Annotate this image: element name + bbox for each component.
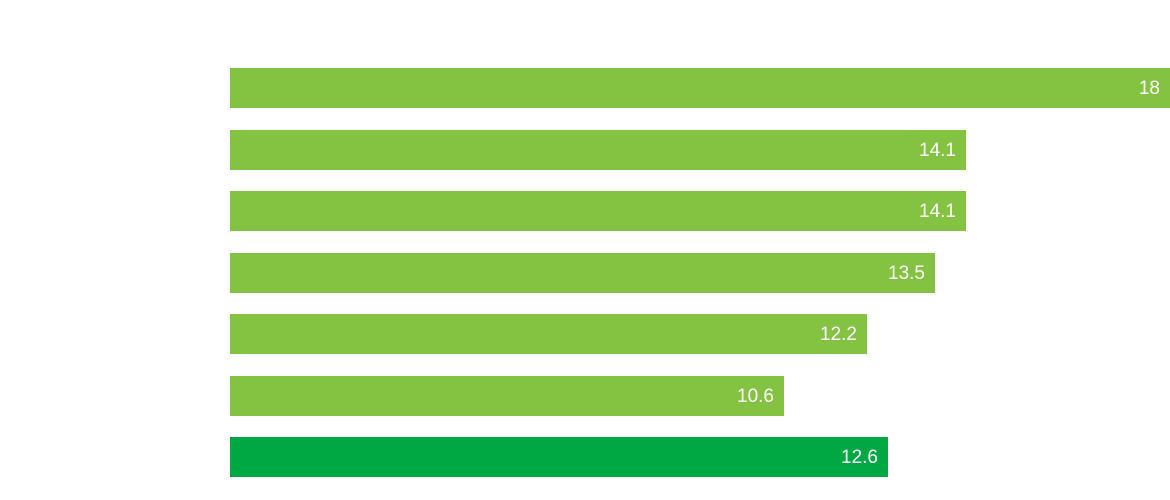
bar-value-label: 18	[1138, 77, 1160, 99]
bar-value-label: 13.5	[888, 262, 925, 284]
bar: 14.1	[230, 130, 966, 170]
bar: 10.6	[230, 376, 784, 416]
bar: 13.5	[230, 253, 935, 293]
bar: 12.2	[230, 314, 867, 354]
bar-value-label: 14.1	[919, 200, 956, 222]
bar-value-label: 12.6	[841, 446, 878, 468]
bar-value-label: 14.1	[919, 139, 956, 161]
bar: 14.1	[230, 191, 966, 231]
bar-value-label: 10.6	[737, 385, 774, 407]
bar-value-label: 12.2	[820, 323, 857, 345]
bar: 12.6	[230, 437, 888, 477]
bar: 18	[230, 68, 1170, 108]
